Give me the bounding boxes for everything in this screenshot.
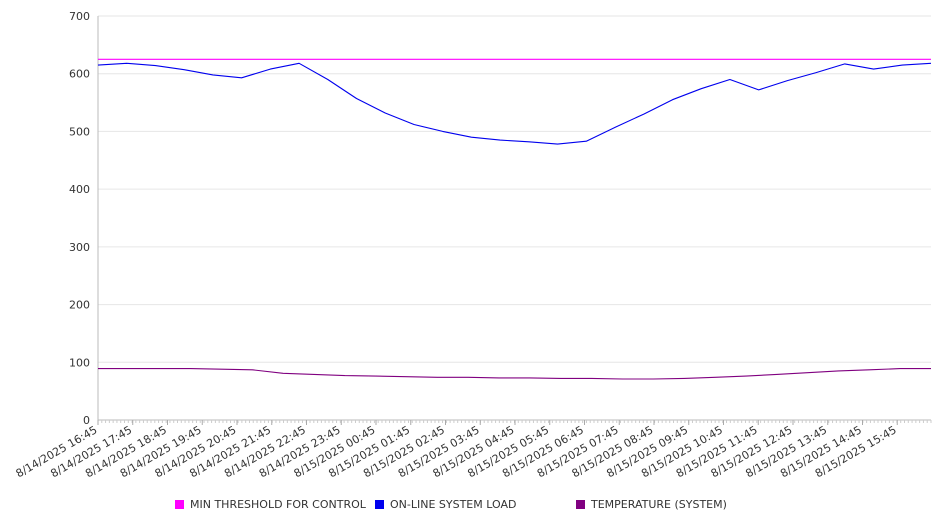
legend-swatch-system-load xyxy=(375,500,384,509)
legend-swatch-temperature xyxy=(576,500,585,509)
legend-label-temperature: TEMPERATURE (SYSTEM) xyxy=(591,498,727,511)
y-tick-label-300: 300 xyxy=(69,241,90,254)
legend-item-min-threshold[interactable]: MIN THRESHOLD FOR CONTROL xyxy=(175,498,366,511)
y-tick-label-200: 200 xyxy=(69,299,90,312)
y-tick-label-100: 100 xyxy=(69,356,90,369)
y-tick-label-700: 700 xyxy=(69,10,90,23)
series-line-temperature-system xyxy=(98,368,931,380)
y-tick-label-400: 400 xyxy=(69,183,90,196)
y-tick-label-600: 600 xyxy=(69,68,90,81)
y-tick-label-0: 0 xyxy=(83,414,90,427)
series-line-on-line-system-load xyxy=(97,62,932,145)
y-tick-label-500: 500 xyxy=(69,125,90,138)
legend-swatch-min-threshold xyxy=(175,500,184,509)
chart-legend: MIN THRESHOLD FOR CONTROL ON-LINE SYSTEM… xyxy=(0,498,946,518)
legend-item-temperature[interactable]: TEMPERATURE (SYSTEM) xyxy=(576,498,727,511)
legend-label-min-threshold: MIN THRESHOLD FOR CONTROL xyxy=(190,498,366,511)
legend-label-system-load: ON-LINE SYSTEM LOAD xyxy=(390,498,517,511)
legend-item-system-load[interactable]: ON-LINE SYSTEM LOAD xyxy=(375,498,516,511)
